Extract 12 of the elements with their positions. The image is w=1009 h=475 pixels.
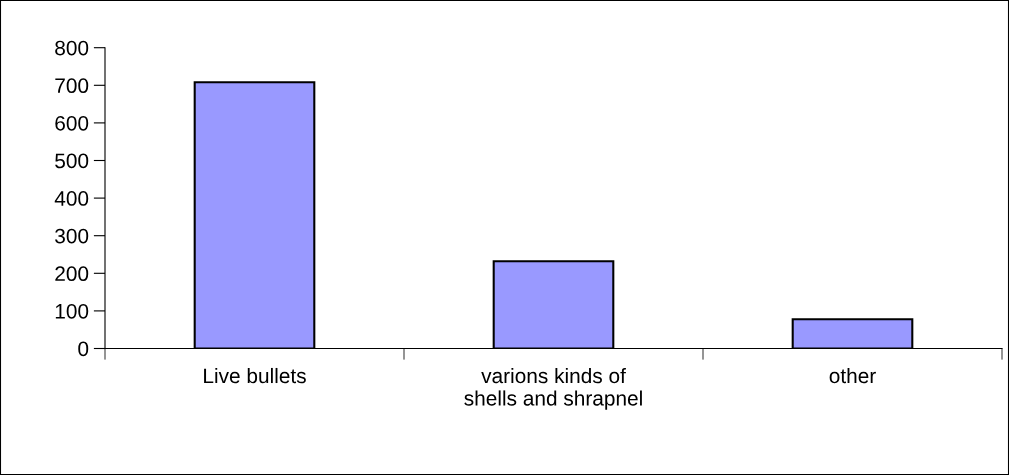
y-tick-label: 300	[55, 228, 89, 244]
y-tick-label: 100	[55, 303, 89, 319]
y-tick-label: 200	[55, 266, 89, 282]
y-tick-label: 600	[55, 115, 89, 131]
x-tick-label: Live bullets	[204, 367, 306, 384]
y-tick-label: 700	[55, 78, 89, 94]
y-tick-label: 400	[54, 191, 89, 206]
x-tick-label: other	[829, 367, 876, 384]
x-tick-label: varions kinds of shells and shrapnel	[464, 367, 642, 410]
y-tick-label: 0	[78, 341, 89, 357]
y-tick-label: 500	[55, 153, 89, 169]
y-tick-label: 800	[55, 40, 89, 56]
